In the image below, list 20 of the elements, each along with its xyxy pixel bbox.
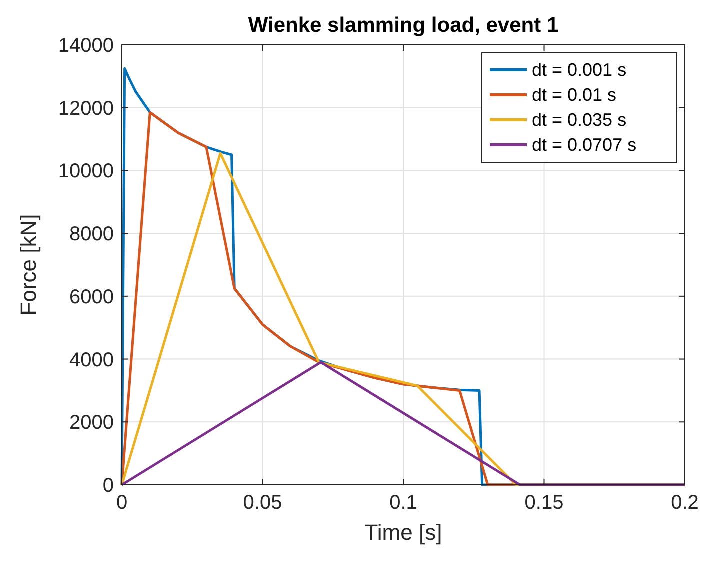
x-tick-label: 0.05 bbox=[243, 492, 282, 514]
y-axis-title: Force [kN] bbox=[16, 214, 41, 316]
y-tick-label: 6000 bbox=[70, 286, 114, 308]
x-axis-title: Time [s] bbox=[364, 520, 442, 545]
legend-label: dt = 0.001 s bbox=[532, 60, 627, 80]
x-tick-label: 0.2 bbox=[671, 492, 699, 514]
legend-label: dt = 0.01 s bbox=[532, 85, 617, 105]
y-tick-label: 10000 bbox=[58, 160, 114, 183]
y-tick-label: 2000 bbox=[70, 412, 114, 434]
y-tick-label: 12000 bbox=[58, 98, 114, 120]
y-tick-label: 8000 bbox=[70, 224, 114, 246]
x-tick-label: 0.1 bbox=[390, 492, 418, 514]
chart-title: Wienke slamming load, event 1 bbox=[248, 14, 559, 37]
x-tick-label: 0 bbox=[116, 492, 128, 514]
legend-label: dt = 0.035 s bbox=[532, 110, 627, 130]
legend-label: dt = 0.0707 s bbox=[532, 135, 637, 155]
y-tick-label: 14000 bbox=[58, 35, 114, 57]
y-tick-label: 0 bbox=[102, 475, 114, 497]
y-tick-label: 4000 bbox=[70, 349, 114, 372]
x-tick-label: 0.15 bbox=[524, 492, 564, 514]
